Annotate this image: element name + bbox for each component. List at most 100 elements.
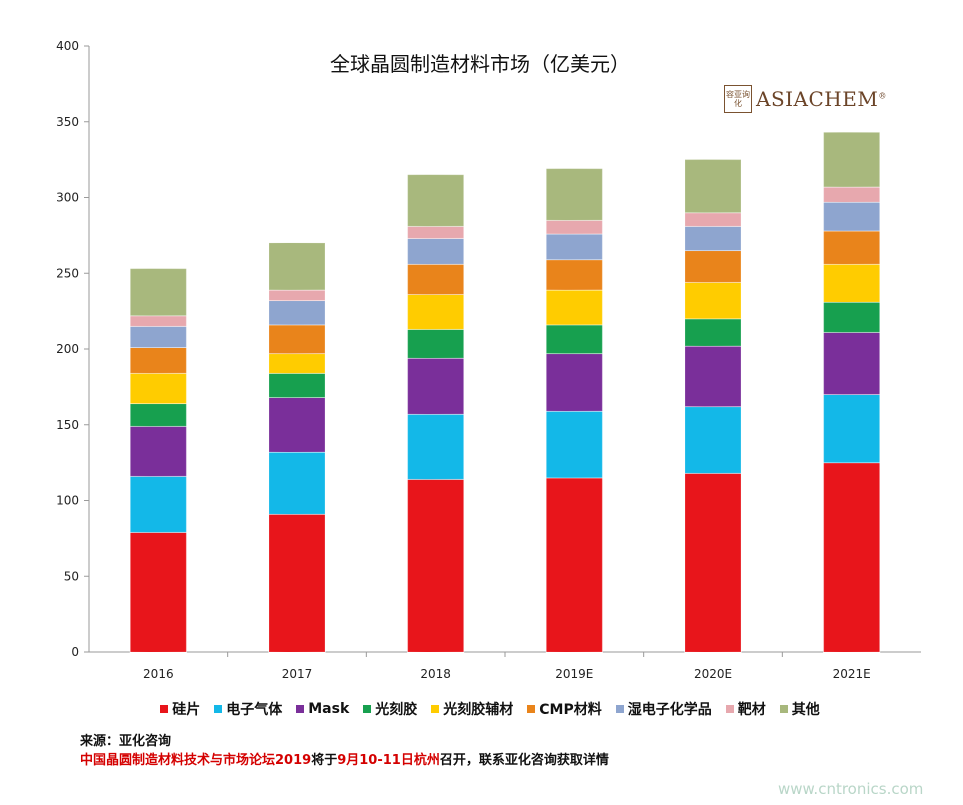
logo-seal: 容亚询化 — [724, 85, 752, 113]
bar-shade — [546, 233, 603, 260]
bar-shade — [269, 397, 325, 453]
bar-shade — [269, 353, 325, 374]
y-tick-label: 150 — [56, 418, 79, 432]
bar-shade — [546, 168, 603, 221]
chart-title: 全球晶圆制造材料市场（亿美元） — [330, 52, 630, 76]
y-tick-label: 50 — [64, 569, 79, 583]
legend-item: Mask — [296, 699, 349, 719]
bar-shade — [685, 345, 741, 407]
bar-shade — [269, 514, 325, 652]
bar-shade — [546, 289, 603, 325]
legend-swatch — [296, 705, 305, 713]
legend-swatch — [160, 705, 169, 713]
legend-item: 光刻胶 — [363, 699, 417, 719]
bar-shade — [407, 358, 464, 415]
bar-shade — [685, 226, 741, 251]
legend-item: CMP材料 — [527, 699, 602, 719]
bar-shade — [130, 532, 187, 652]
legend-swatch — [363, 705, 372, 713]
x-tick-label: 2016 — [143, 667, 174, 681]
notice-text-2: 召开，联系亚化咨询获取详情 — [439, 753, 609, 768]
bar-shade — [685, 282, 741, 319]
bar-shade — [130, 268, 187, 316]
legend-swatch — [527, 705, 536, 713]
bar-shade — [546, 353, 603, 412]
legend-item: 靶材 — [725, 699, 766, 719]
legend-swatch — [725, 705, 734, 713]
bar-shade — [130, 315, 187, 327]
x-tick-label: 2020E — [694, 667, 732, 681]
legend-item: 电子气体 — [214, 699, 282, 719]
legend-label: 光刻胶辅材 — [443, 702, 514, 718]
legend-label: CMP材料 — [539, 702, 602, 718]
y-tick-label: 350 — [56, 115, 79, 129]
bar-shade — [407, 479, 464, 652]
bar-shade — [269, 300, 325, 325]
bar-shade — [685, 406, 741, 474]
bar-shade — [823, 302, 880, 333]
y-tick-label: 250 — [56, 266, 79, 280]
legend-label: 靶材 — [737, 702, 766, 718]
legend-label: 湿电子化学品 — [627, 702, 712, 718]
notice-text-1: 将于 — [311, 753, 338, 768]
bar-shade — [407, 264, 464, 295]
bar-shade — [823, 230, 880, 265]
legend-swatch — [615, 705, 624, 713]
x-tick-label: 2018 — [420, 667, 451, 681]
bar-shade — [685, 473, 741, 652]
bar-shade — [685, 159, 741, 213]
bar-shade — [823, 332, 880, 395]
y-tick-label: 400 — [56, 39, 79, 53]
bar-shade — [130, 326, 187, 348]
asiachem-logo: 容亚询化 ASIACHEM® — [724, 84, 887, 114]
bar-shade — [269, 289, 325, 301]
bar-shade — [685, 212, 741, 227]
legend-label: Mask — [308, 701, 350, 717]
bar-shade — [823, 264, 880, 303]
chart-legend: 硅片 电子气体 Mask 光刻胶 光刻胶辅材 CMP材料 湿电子化学品 靶材 其他 — [150, 699, 830, 719]
bar-shade — [130, 347, 187, 374]
x-tick-label: 2017 — [282, 667, 313, 681]
legend-label: 电子气体 — [226, 702, 283, 718]
logo-brand: ASIACHEM® — [756, 87, 887, 111]
forum-date-place: 9月10-11日杭州 — [337, 753, 440, 768]
legend-swatch — [779, 705, 788, 713]
y-tick-label: 0 — [71, 645, 79, 659]
bar-shade — [823, 186, 880, 203]
bar-shade — [407, 226, 464, 239]
bar-shade — [269, 373, 325, 398]
legend-swatch — [214, 705, 223, 713]
bar-shade — [407, 174, 464, 227]
legend-item: 其他 — [779, 699, 820, 719]
bar-shade — [130, 476, 187, 533]
legend-item: 湿电子化学品 — [615, 699, 712, 719]
bar-shade — [546, 411, 603, 478]
bar-shade — [269, 324, 325, 354]
bar-shade — [823, 394, 880, 463]
legend-swatch — [431, 705, 440, 713]
bar-shade — [546, 220, 603, 234]
bar-shade — [269, 452, 325, 515]
x-tick-label: 2021E — [833, 667, 871, 681]
bar-shade — [546, 259, 603, 290]
legend-item: 硅片 — [160, 699, 200, 719]
bar-shade — [823, 462, 880, 652]
bar-shade — [130, 373, 187, 404]
bar-shade — [685, 250, 741, 283]
bar-shade — [546, 324, 603, 354]
bar-shade — [823, 132, 880, 187]
bar-shade — [130, 403, 187, 427]
y-tick-label: 300 — [56, 191, 79, 205]
bar-shade — [407, 294, 464, 330]
bar-shade — [130, 426, 187, 477]
bar-shade — [546, 477, 603, 652]
bar-shade — [269, 242, 325, 290]
bar-shade — [685, 318, 741, 346]
legend-label: 光刻胶 — [375, 702, 418, 718]
bar-shade — [823, 202, 880, 231]
bar-shade — [407, 238, 464, 265]
y-tick-label: 100 — [56, 494, 79, 508]
y-tick-label: 200 — [56, 342, 79, 356]
bar-shade — [407, 329, 464, 359]
